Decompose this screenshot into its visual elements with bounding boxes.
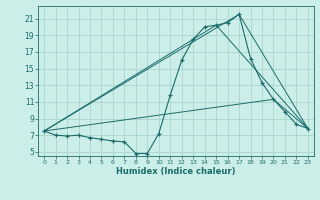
X-axis label: Humidex (Indice chaleur): Humidex (Indice chaleur) (116, 167, 236, 176)
